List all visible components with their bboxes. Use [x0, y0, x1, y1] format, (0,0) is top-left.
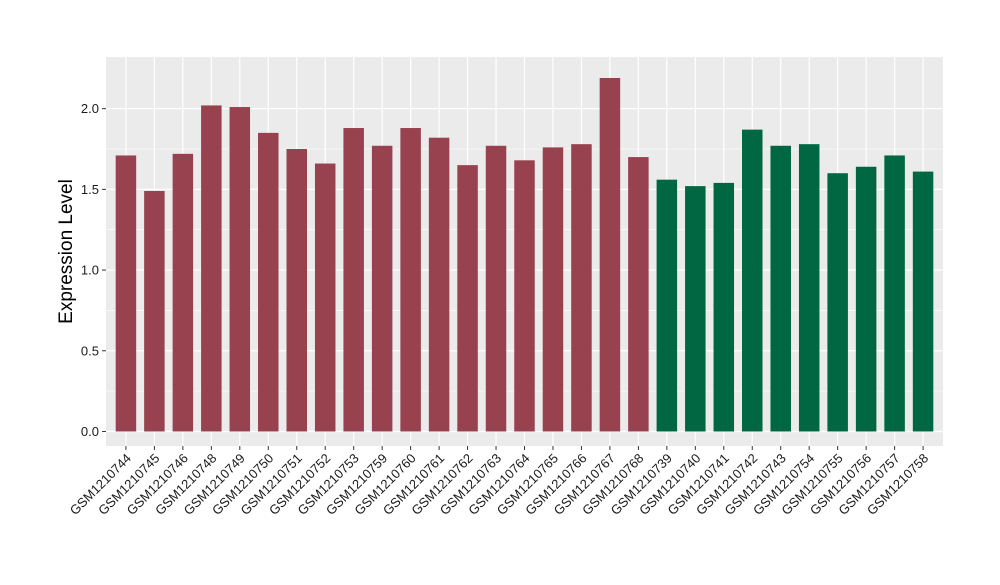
- bar-gsm1210758: [912, 171, 934, 432]
- bar-gsm1210749: [229, 107, 251, 432]
- y-axis: 0.0 0.5 1.0 1.5 2.0: [81, 101, 106, 439]
- bar-gsm1210761: [428, 137, 450, 432]
- bar-gsm1210745: [144, 190, 165, 432]
- y-tick-label: 0.5: [81, 343, 99, 358]
- bar-gsm1210766: [571, 144, 592, 432]
- bar-gsm1210740: [685, 186, 706, 432]
- bar-gsm1210754: [798, 144, 820, 432]
- y-tick-label: 0.0: [81, 424, 99, 439]
- bars: [115, 77, 934, 432]
- bar-gsm1210753: [343, 128, 364, 432]
- bar-gsm1210741: [713, 182, 735, 432]
- bar-gsm1210763: [485, 145, 507, 432]
- x-axis: GSM1210744GSM1210745GSM1210746GSM1210748…: [67, 446, 931, 518]
- bar-gsm1210744: [115, 155, 137, 432]
- y-tick-label: 1.0: [81, 263, 99, 278]
- bar-gsm1210756: [855, 166, 877, 432]
- bar-gsm1210755: [827, 173, 848, 432]
- bar-gsm1210750: [258, 132, 279, 432]
- y-axis-title: Expression Level: [56, 179, 77, 324]
- bar-gsm1210767: [599, 77, 621, 432]
- bar-gsm1210739: [656, 179, 678, 432]
- bar-gsm1210742: [742, 129, 763, 432]
- bar-gsm1210762: [457, 165, 478, 432]
- y-tick-label: 1.5: [81, 182, 99, 197]
- bar-gsm1210751: [286, 149, 307, 432]
- bar-gsm1210743: [770, 145, 791, 432]
- bar-gsm1210757: [884, 155, 905, 432]
- bar-gsm1210764: [514, 160, 535, 432]
- bar-gsm1210748: [201, 105, 222, 432]
- bar-gsm1210752: [314, 163, 336, 432]
- bar-gsm1210759: [371, 145, 393, 432]
- bar-gsm1210768: [628, 157, 649, 432]
- bar-gsm1210765: [542, 147, 564, 432]
- bar-gsm1210746: [172, 153, 194, 432]
- y-tick-label: 2.0: [81, 101, 99, 116]
- bar-gsm1210760: [400, 128, 421, 432]
